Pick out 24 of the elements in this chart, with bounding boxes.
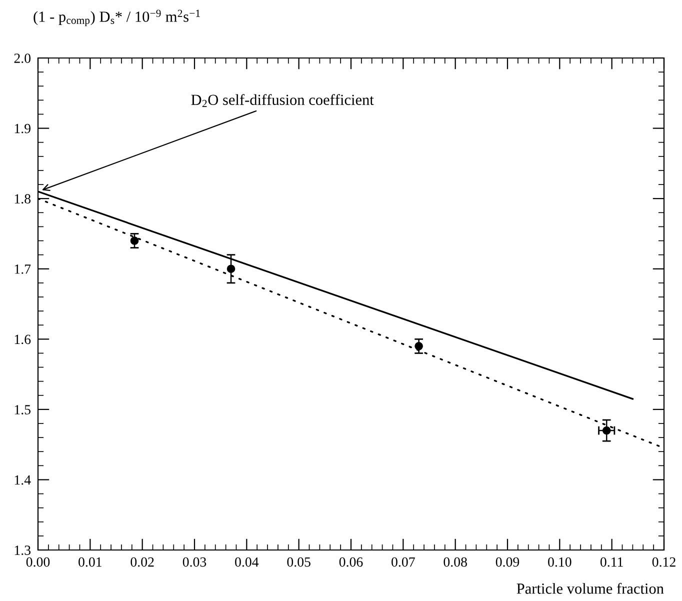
- x-tick-label: 0.12: [652, 557, 676, 567]
- x-tick-label: 0.09: [496, 557, 520, 567]
- text: (1 - p$_{comp}$) D$_{s}$* / 10$^{−9}$ m$^{2}$s$^{−1}$: [34, 10, 200, 26]
- y-tick-label: 2.0: [14, 54, 31, 64]
- y-tick-label: 1.8: [14, 194, 31, 204]
- y-tick-label: 1.6: [14, 334, 31, 344]
- y-tick-label: 1.3: [14, 546, 31, 556]
- y-tick-label: 1.9: [14, 124, 30, 134]
- x-tick-label: 0.10: [548, 557, 572, 567]
- y-tick-label: 1.5: [14, 405, 31, 414]
- annotation: D$_{2}$O self-diffusion coefficient: [191, 94, 374, 107]
- x-tick-label: 0.03: [182, 557, 206, 567]
- x-tick-label: 0.04: [235, 557, 259, 567]
- x-tick-label: 0.11: [600, 557, 623, 567]
- x-tick-label: 0.00: [26, 557, 50, 567]
- x-tick-label: 0.07: [392, 557, 415, 567]
- y-tick-label: 1.4: [14, 475, 31, 485]
- x-tick-label: 0.01: [78, 557, 102, 567]
- x-tick-label: 0.05: [287, 557, 310, 567]
- x-axis-title: Particle volume fraction: [516, 582, 664, 594]
- y-tick-label: 1.7: [14, 264, 31, 274]
- x-tick-label: 0.06: [339, 557, 363, 567]
- x-tick-label: 0.08: [444, 557, 467, 567]
- x-tick-label: 0.02: [130, 557, 154, 567]
